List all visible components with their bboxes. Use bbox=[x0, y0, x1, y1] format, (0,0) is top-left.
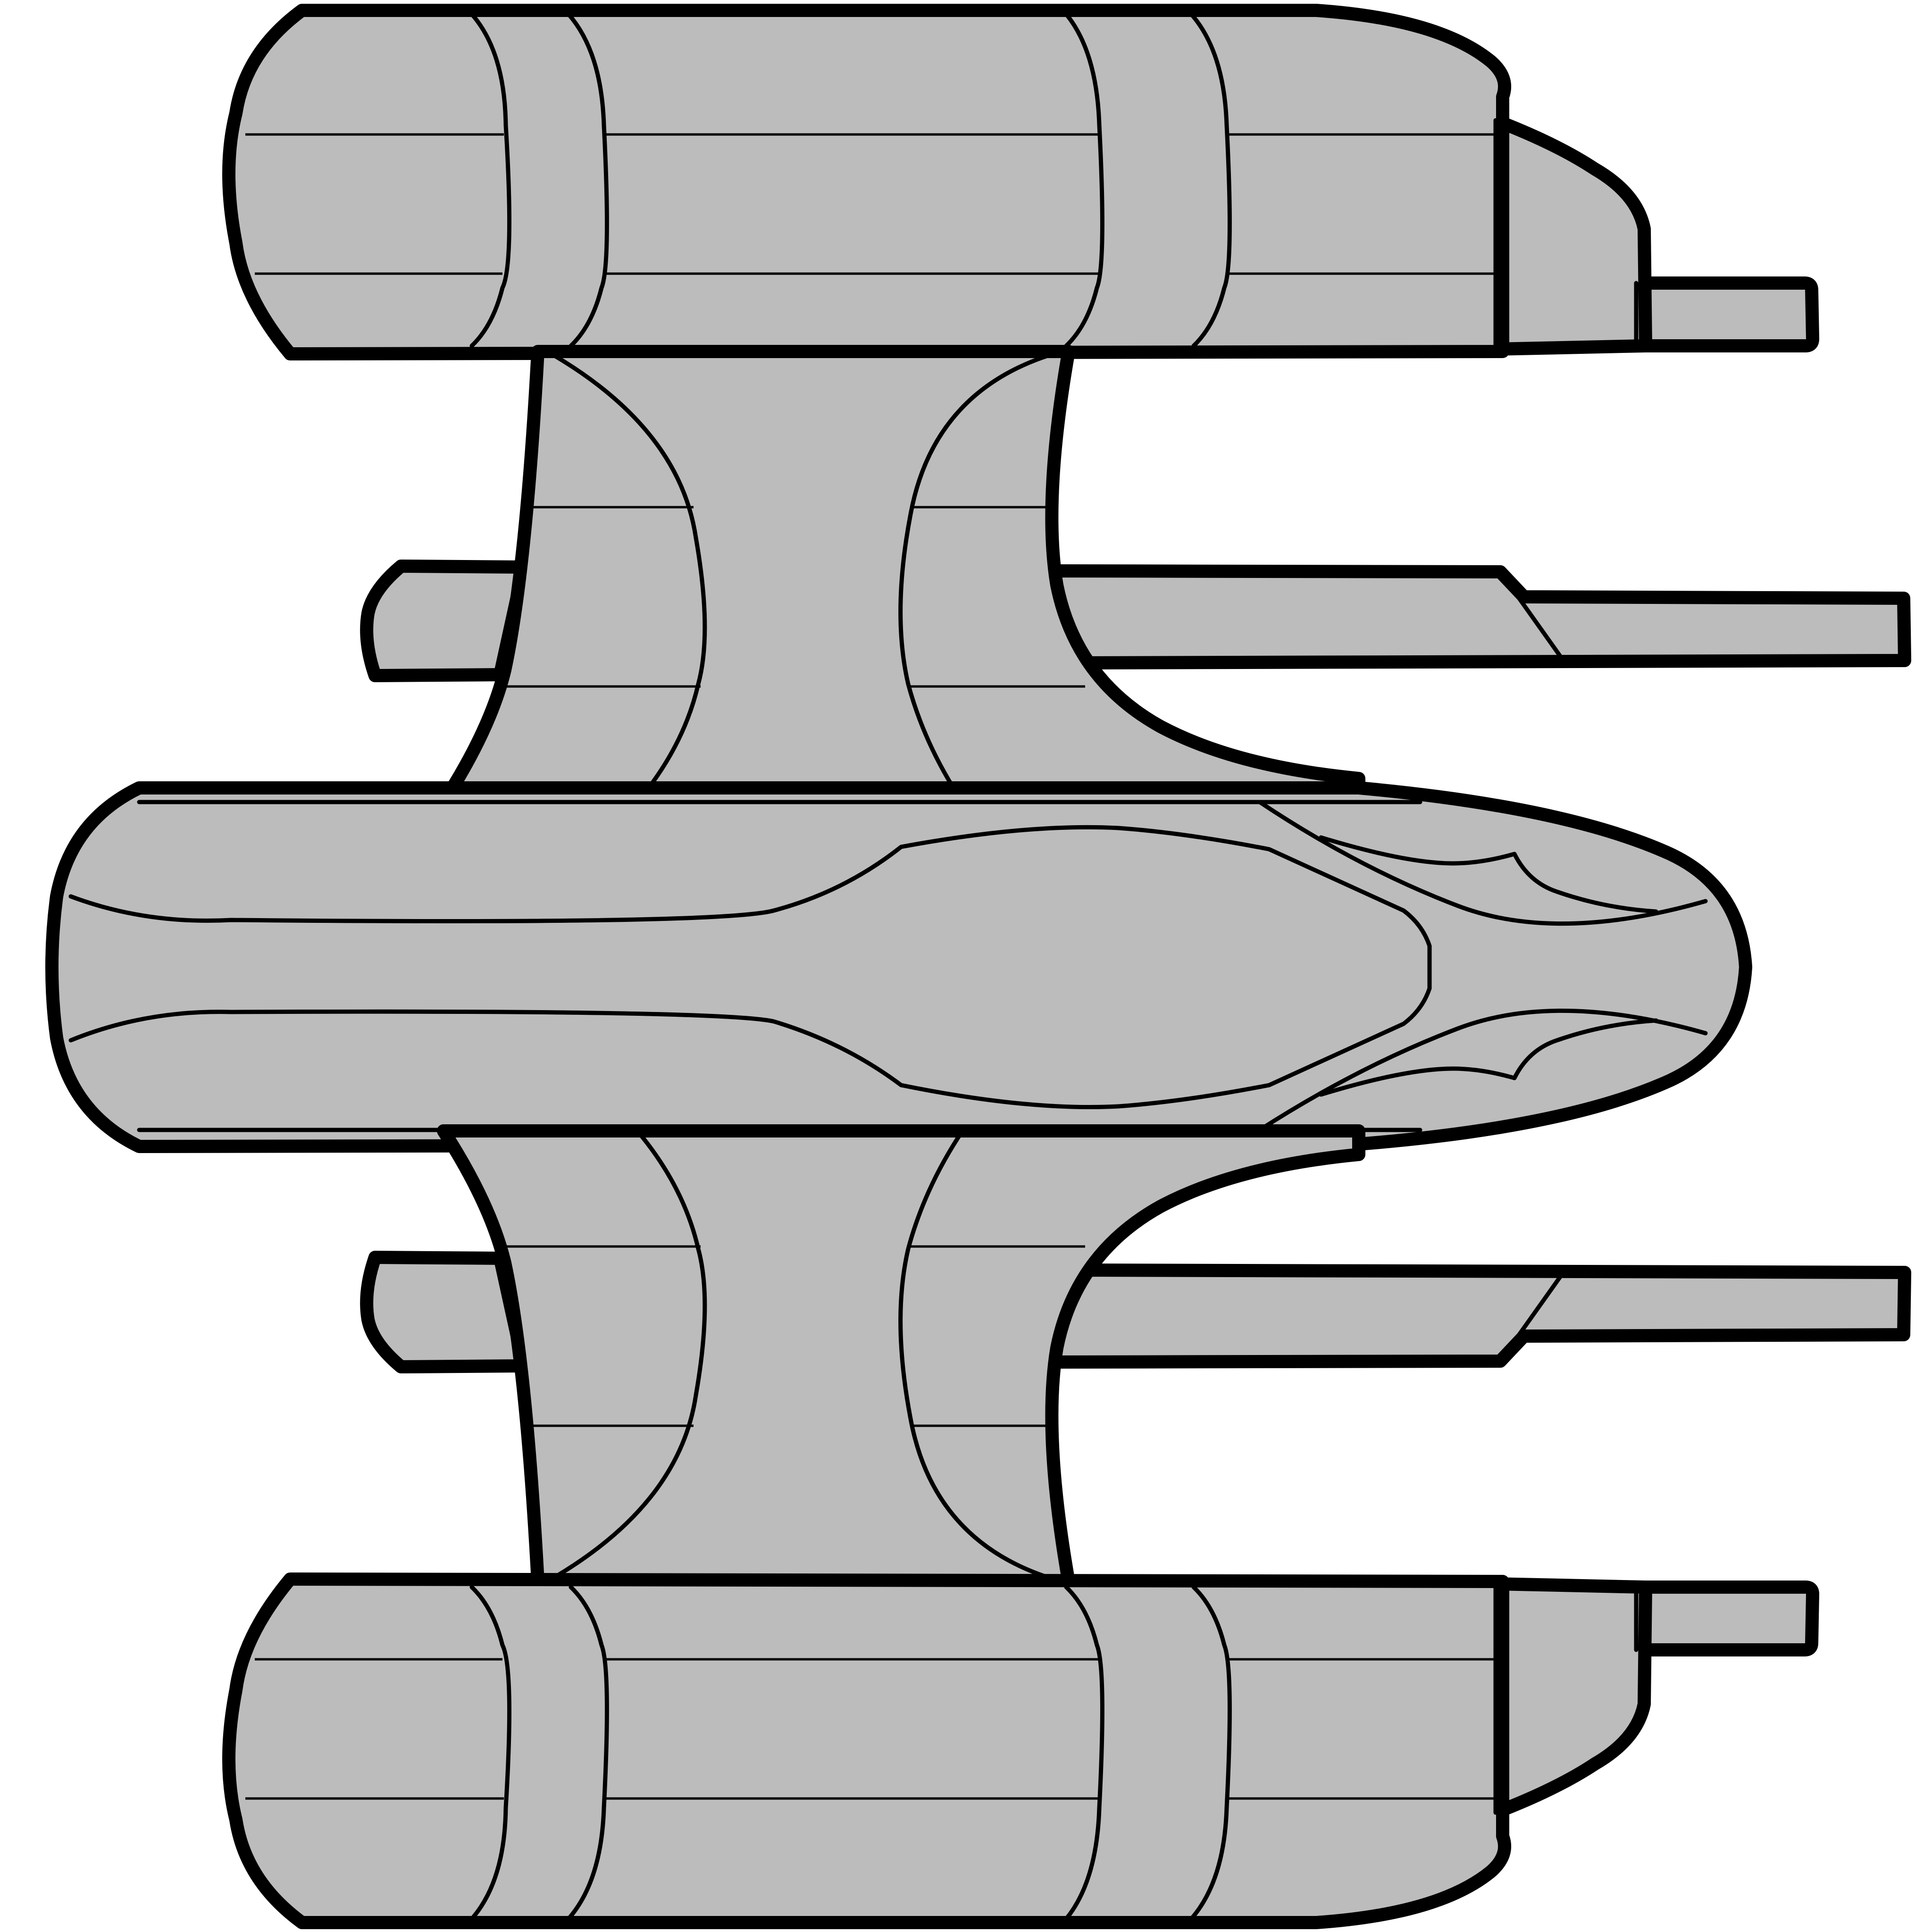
upper-right-pin bbox=[1031, 564, 1911, 669]
top-right-taper bbox=[1489, 114, 1652, 356]
bottom-cylinder bbox=[222, 1572, 1819, 1929]
lower-left-pin bbox=[360, 1251, 530, 1373]
bottom-right-key bbox=[1631, 1581, 1819, 1656]
upper-neck bbox=[360, 345, 1911, 809]
upper-left-pin bbox=[360, 560, 530, 682]
lower-right-pin bbox=[1031, 1263, 1911, 1369]
central-hub-body bbox=[45, 781, 1752, 1153]
top-cylinder-body bbox=[222, 4, 1512, 360]
bottom-cylinder-body bbox=[222, 1572, 1512, 1929]
lower-neck bbox=[360, 1124, 1911, 1588]
top-cylinder bbox=[222, 4, 1819, 360]
central-hub bbox=[45, 781, 1752, 1153]
top-right-key bbox=[1631, 276, 1819, 352]
bottom-right-taper bbox=[1489, 1577, 1652, 1819]
